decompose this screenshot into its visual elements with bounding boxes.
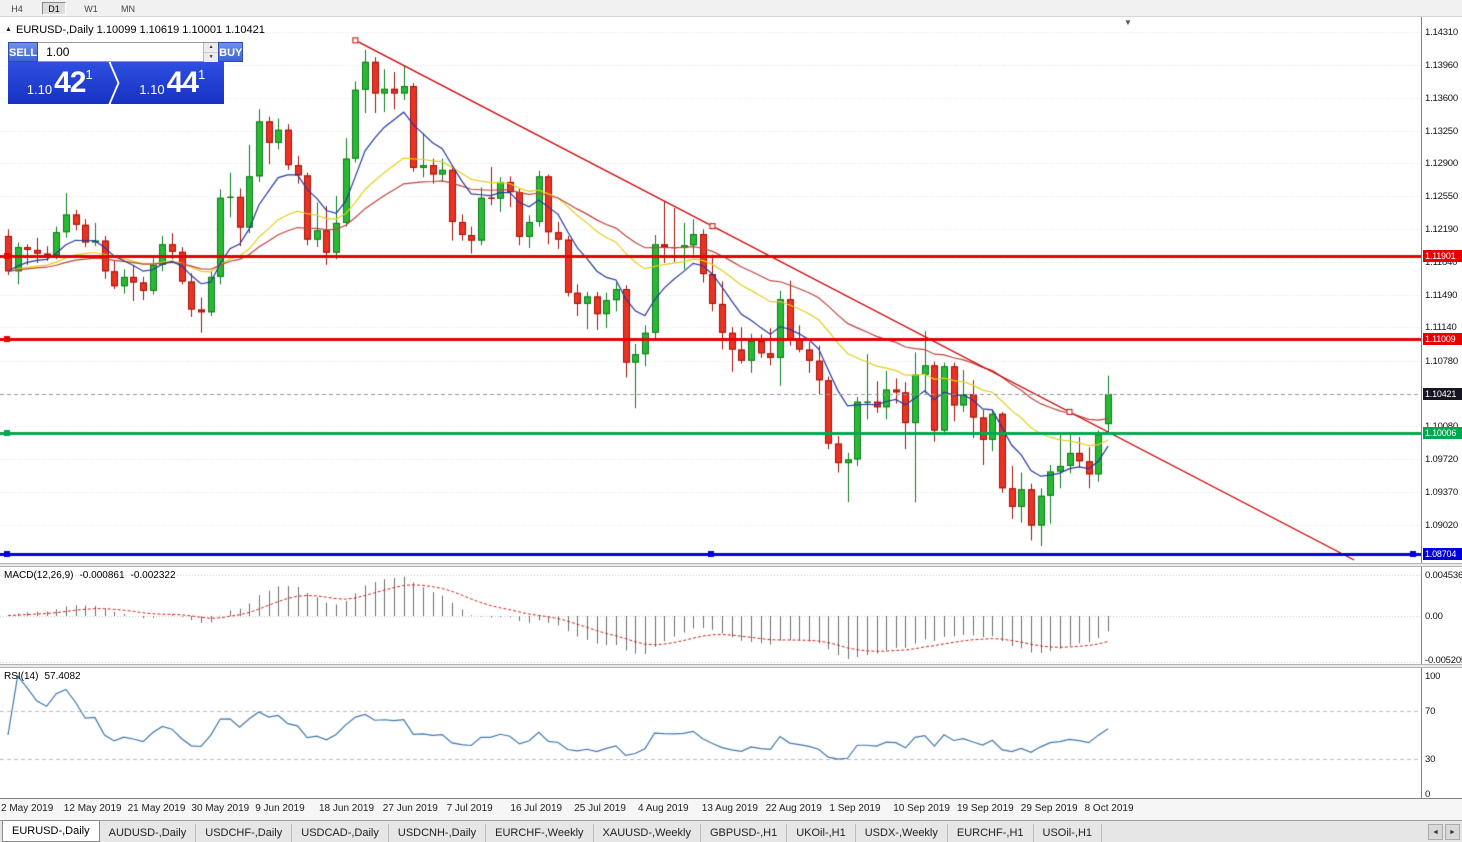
chart-tab-audusd-daily[interactable]: AUDUSD-,Daily (100, 824, 197, 842)
macd-axis-label: 0.00 (1425, 610, 1443, 622)
volume-increase-button[interactable]: ▲ (204, 43, 219, 53)
rsi-indicator-name: RSI(14) (4, 671, 39, 682)
price-line-badge: 1.10006 (1423, 426, 1462, 439)
rsi-pane-label: RSI(14) 57.4082 (4, 671, 87, 682)
chart-tab-xauusd-weekly[interactable]: XAUUSD-,Weekly (594, 824, 701, 842)
sell-price-big: 42 (54, 66, 86, 99)
date-axis-label: 19 Sep 2019 (957, 803, 1014, 814)
chart-ohlc-info: EURUSD-,Daily 1.10099 1.10619 1.10001 1.… (16, 24, 265, 36)
volume-spinner: ▲ ▼ (203, 43, 219, 62)
current-price-badge: 1.10421 (1423, 388, 1462, 401)
macd-value-main: -0.000861 (79, 570, 125, 581)
volume-decrease-button[interactable]: ▼ (204, 53, 219, 62)
buy-price-sup: 1 (197, 67, 206, 82)
price-line-badge: 1.08704 (1423, 548, 1462, 561)
volume-input[interactable] (38, 43, 204, 61)
sell-price-panel[interactable]: 1.10 42 1 (8, 62, 118, 104)
price-axis-label: 1.09370 (1425, 487, 1458, 498)
date-axis-label: 1 Sep 2019 (829, 803, 881, 814)
chart-tab-bar: EURUSD-,Daily AUDUSD-,Daily USDCHF-,Daily U… (0, 820, 1462, 842)
volume-box: ▲ ▼ (38, 42, 219, 62)
rsi-axis-label: 30 (1425, 753, 1436, 765)
price-axis-label: 1.13250 (1425, 125, 1458, 137)
date-axis-label: 12 May 2019 (63, 803, 122, 814)
chart-tab-usdchf-daily[interactable]: USDCHF-,Daily (196, 824, 293, 842)
price-axis-label: 1.09720 (1425, 454, 1458, 466)
timeframe-toolbar: H4 D1 W1 MN (0, 0, 1462, 17)
chart-tab-eurusd-daily[interactable]: EURUSD-,Daily (2, 820, 100, 842)
chart-tab-usoil-h1[interactable]: USOil-,H1 (1034, 824, 1103, 842)
timeframe-button-h4[interactable]: H4 (11, 3, 23, 14)
macd-axis-label: -0.005205 (1425, 655, 1462, 666)
price-axis-label: 1.13600 (1425, 93, 1458, 105)
macd-pane-splitter[interactable] (0, 563, 1462, 567)
chart-tab-eurchf-weekly[interactable]: EURCHF-,Weekly (486, 824, 594, 842)
date-axis-label: 18 Jun 2019 (319, 803, 375, 814)
date-axis-label: 7 Jul 2019 (446, 803, 493, 814)
rsi-axis-label: 100 (1425, 671, 1441, 682)
macd-indicator-name: MACD(12,26,9) (4, 570, 74, 581)
date-axis-label: 21 May 2019 (127, 803, 186, 814)
price-line-badge: 1.11901 (1423, 250, 1462, 263)
rsi-axis-label: 0 (1425, 789, 1431, 800)
date-axis-label: 10 Sep 2019 (893, 803, 950, 814)
price-axis-label: 1.11140 (1425, 322, 1457, 334)
date-axis[interactable]: 2 May 2019 12 May 2019 21 May 2019 30 May 2… (0, 798, 1462, 820)
date-axis-label: 2 May 2019 (1, 803, 54, 814)
timeframe-button-d1[interactable]: D1 (42, 1, 66, 15)
buy-price-prefix: 1.10 (139, 82, 165, 97)
chart-tab-usdcnh-daily[interactable]: USDCNH-,Daily (389, 824, 487, 842)
tab-scroll-left-icon[interactable]: ◄ (1428, 824, 1443, 840)
date-axis-label: 27 Jun 2019 (382, 803, 438, 814)
chart-tab-eurchf-h1[interactable]: EURCHF-,H1 (948, 824, 1034, 842)
chart-tab-ukoil-h1[interactable]: UKOil-,H1 (787, 824, 856, 842)
macd-axis-label: 0.004536 (1425, 569, 1462, 581)
price-line-badge: 1.11009 (1423, 333, 1462, 346)
macd-pane-label: MACD(12,26,9) -0.000861 -0.002322 (4, 570, 182, 581)
buy-price-panel[interactable]: 1.10 44 1 (110, 62, 224, 104)
date-axis-label: 9 Jun 2019 (255, 803, 305, 814)
date-axis-label: 4 Aug 2019 (638, 803, 689, 814)
price-axis-label: 1.14310 (1425, 27, 1458, 38)
buy-button[interactable]: BUY (218, 42, 244, 62)
price-axis-label: 1.12190 (1425, 224, 1458, 236)
timeframe-button-mn[interactable]: MN (121, 3, 135, 14)
date-axis-label: 30 May 2019 (191, 803, 250, 814)
sell-price-prefix: 1.10 (26, 82, 53, 97)
rsi-axis-label: 70 (1425, 706, 1436, 718)
price-chart-canvas[interactable] (0, 17, 1421, 798)
date-axis-label: 16 Jul 2019 (510, 803, 563, 814)
date-axis-label: 25 Jul 2019 (574, 803, 626, 814)
chart-tab-gbpusd-h1[interactable]: GBPUSD-,H1 (701, 824, 788, 842)
one-click-collapse-icon[interactable]: ▲ (5, 26, 12, 33)
chart-tab-usdx-weekly[interactable]: USDX-,Weekly (856, 824, 948, 842)
price-axis-label: 1.11490 (1425, 289, 1458, 301)
price-axis-label: 1.09020 (1425, 519, 1458, 531)
rsi-pane-splitter[interactable] (0, 664, 1462, 668)
macd-value-signal: -0.002322 (130, 570, 176, 581)
price-axis-label: 1.10080 (1425, 421, 1458, 432)
tab-scroll-buttons: ◄ ► (1428, 824, 1460, 840)
tab-scroll-right-icon[interactable]: ► (1445, 824, 1460, 840)
sell-price-sup: 1 (85, 67, 93, 82)
buy-price-big: 44 (166, 66, 199, 99)
chart-tab-usdcad-daily[interactable]: USDCAD-,Daily (292, 824, 389, 842)
date-axis-label: 13 Aug 2019 (701, 803, 758, 814)
timeframe-button-w1[interactable]: W1 (84, 3, 98, 14)
rsi-value: 57.4082 (44, 671, 81, 682)
price-axis-label: 1.11840 (1425, 257, 1458, 268)
price-axis[interactable]: 1.14310 1.13960 1.13600 1.13250 1.12900 1.125… (1421, 17, 1462, 800)
date-axis-label: 29 Sep 2019 (1020, 803, 1078, 814)
date-axis-label: 22 Aug 2019 (765, 803, 822, 814)
date-axis-label: 8 Oct 2019 (1084, 803, 1134, 814)
price-axis-label: 1.10780 (1425, 355, 1458, 367)
price-axis-label: 1.13960 (1425, 59, 1458, 71)
chart-shift-icon[interactable]: ▼ (1124, 18, 1132, 27)
price-axis-label: 1.12900 (1425, 158, 1458, 170)
sell-button[interactable]: SELL (8, 42, 39, 62)
price-axis-label: 1.12550 (1425, 190, 1458, 202)
